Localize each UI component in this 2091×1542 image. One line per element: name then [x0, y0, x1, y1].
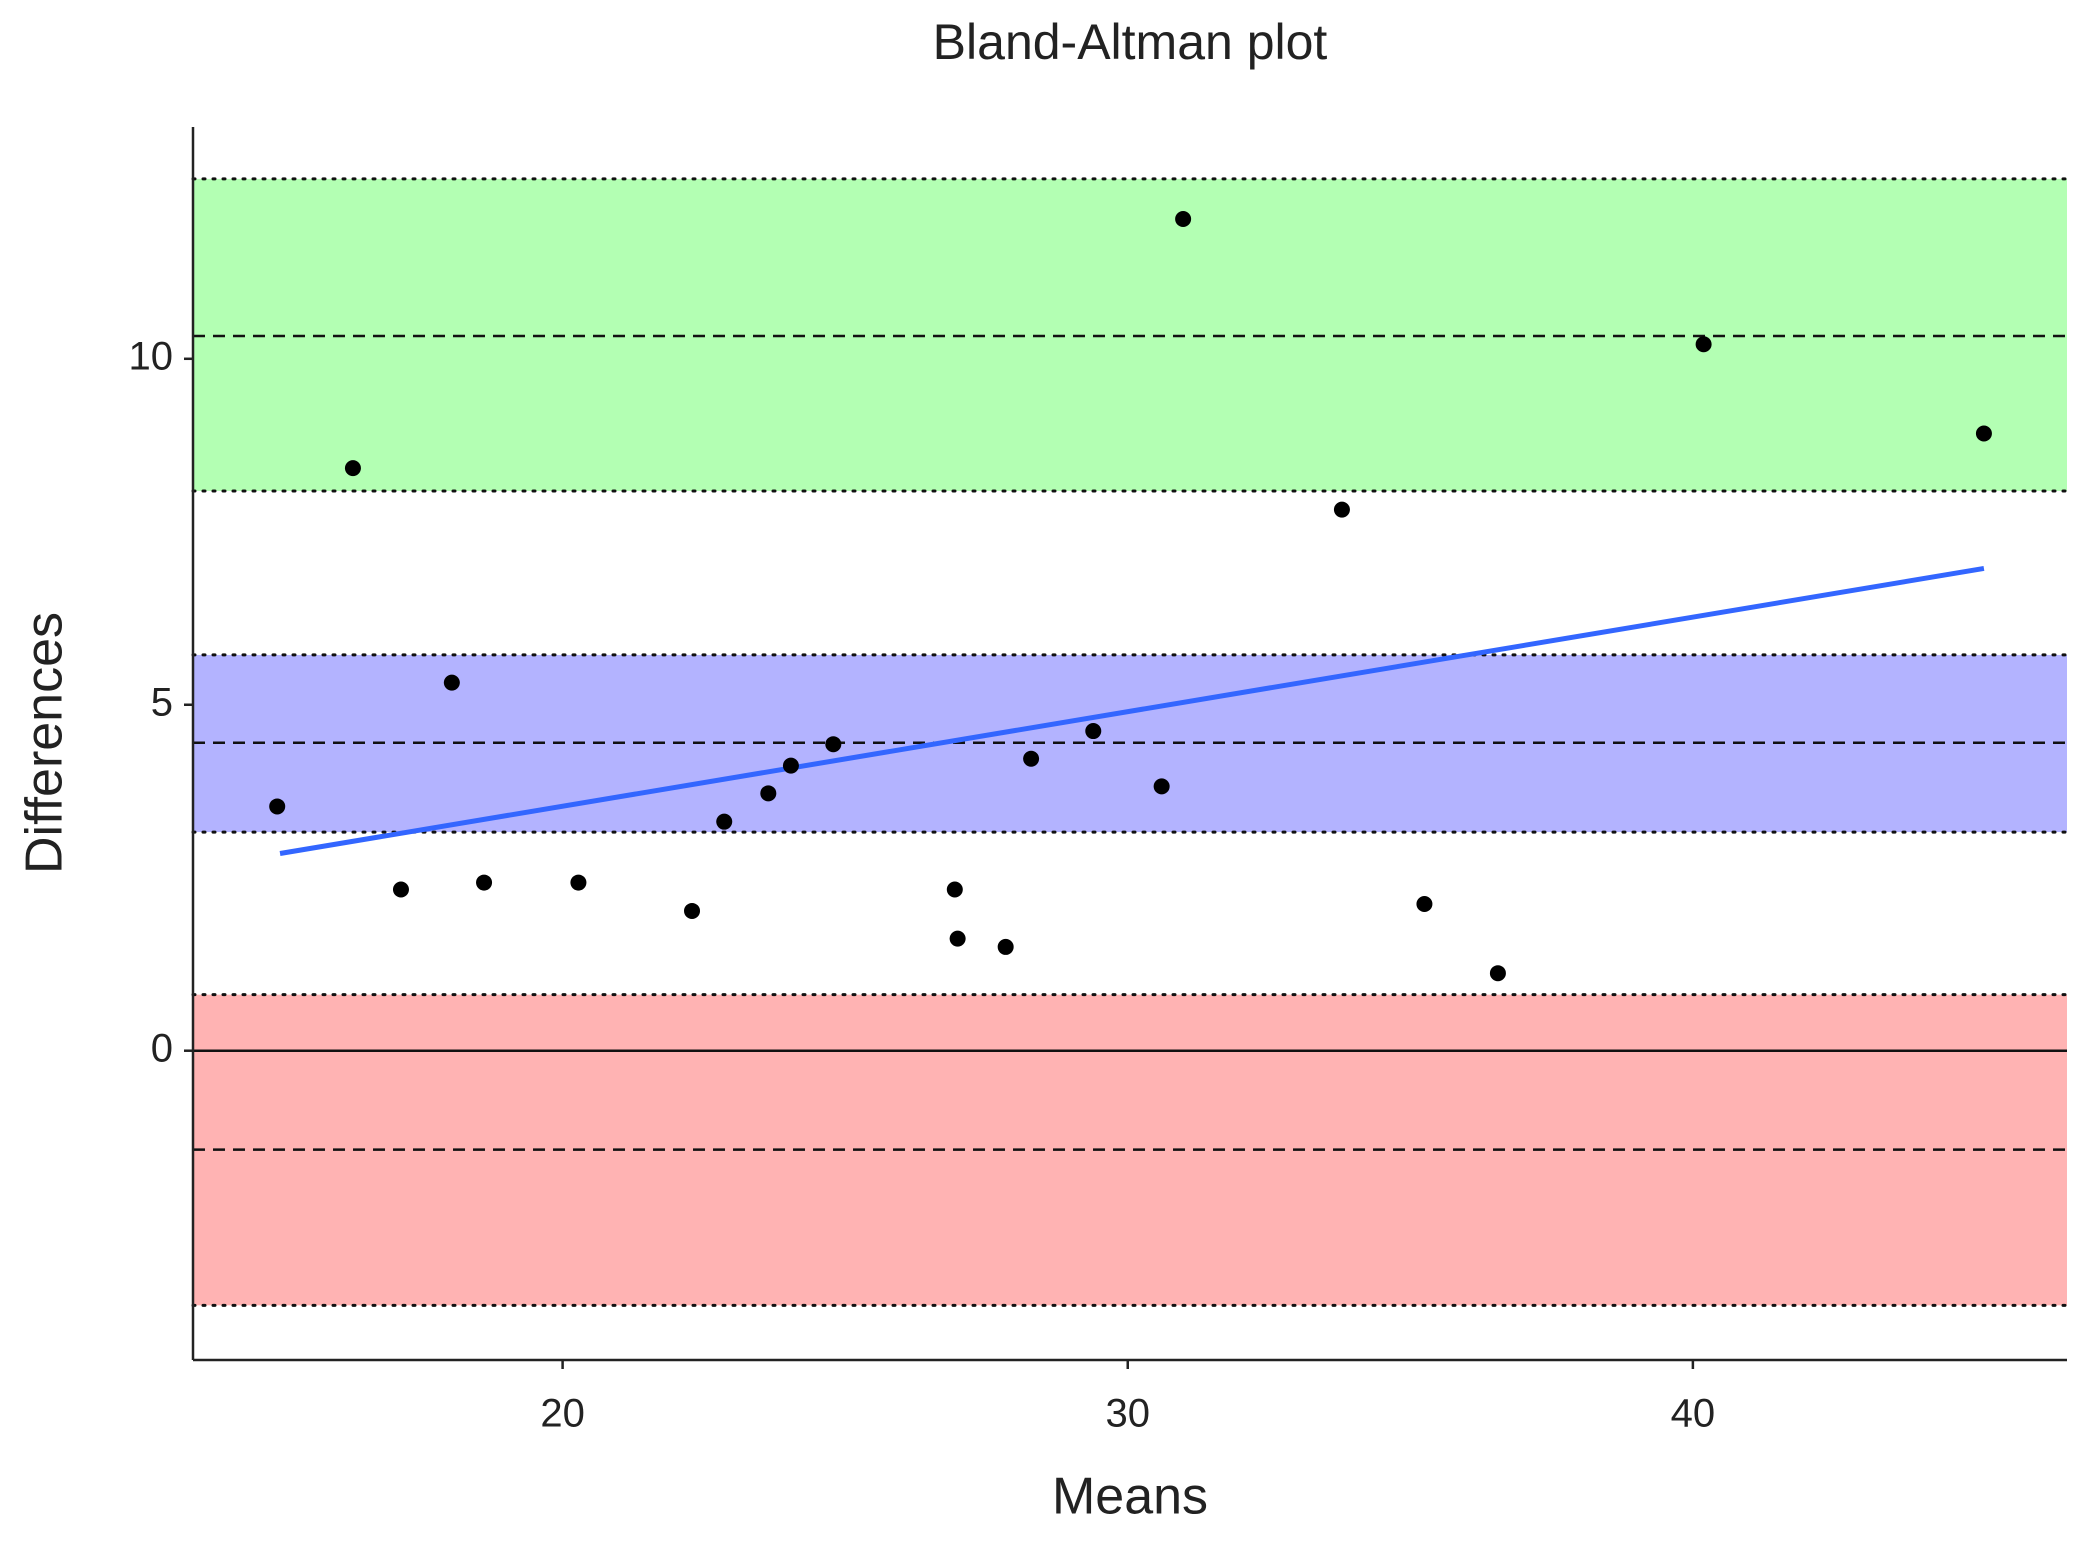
point [716, 813, 733, 830]
y-tick-label: 0 [151, 1026, 173, 1070]
x-tick-label: 40 [1671, 1392, 1716, 1436]
regression-line [279, 565, 1985, 856]
point [269, 798, 286, 815]
point [476, 874, 493, 891]
point [1153, 778, 1170, 795]
point [344, 460, 361, 477]
point [1489, 965, 1506, 982]
chart-title: Bland-Altman plot [933, 14, 1328, 70]
point [392, 881, 409, 898]
point [782, 757, 799, 774]
point [684, 902, 701, 919]
point [946, 881, 963, 898]
point [760, 785, 777, 802]
x-tick-label: 20 [540, 1392, 585, 1436]
point [1975, 425, 1992, 442]
point [949, 930, 966, 947]
x-axis-label: Means [1052, 1468, 1208, 1526]
point [1085, 723, 1102, 740]
point [443, 674, 460, 691]
point [1333, 501, 1350, 518]
point [1416, 896, 1433, 913]
y-axis-label: Differences [16, 612, 74, 874]
point [1695, 336, 1712, 353]
point [1175, 211, 1192, 228]
point [997, 938, 1014, 955]
point [1023, 750, 1040, 767]
y-tick-label: 5 [151, 680, 173, 724]
point [570, 874, 587, 891]
y-tick-label: 10 [129, 334, 174, 378]
point [825, 736, 842, 753]
x-tick-label: 30 [1105, 1392, 1150, 1436]
